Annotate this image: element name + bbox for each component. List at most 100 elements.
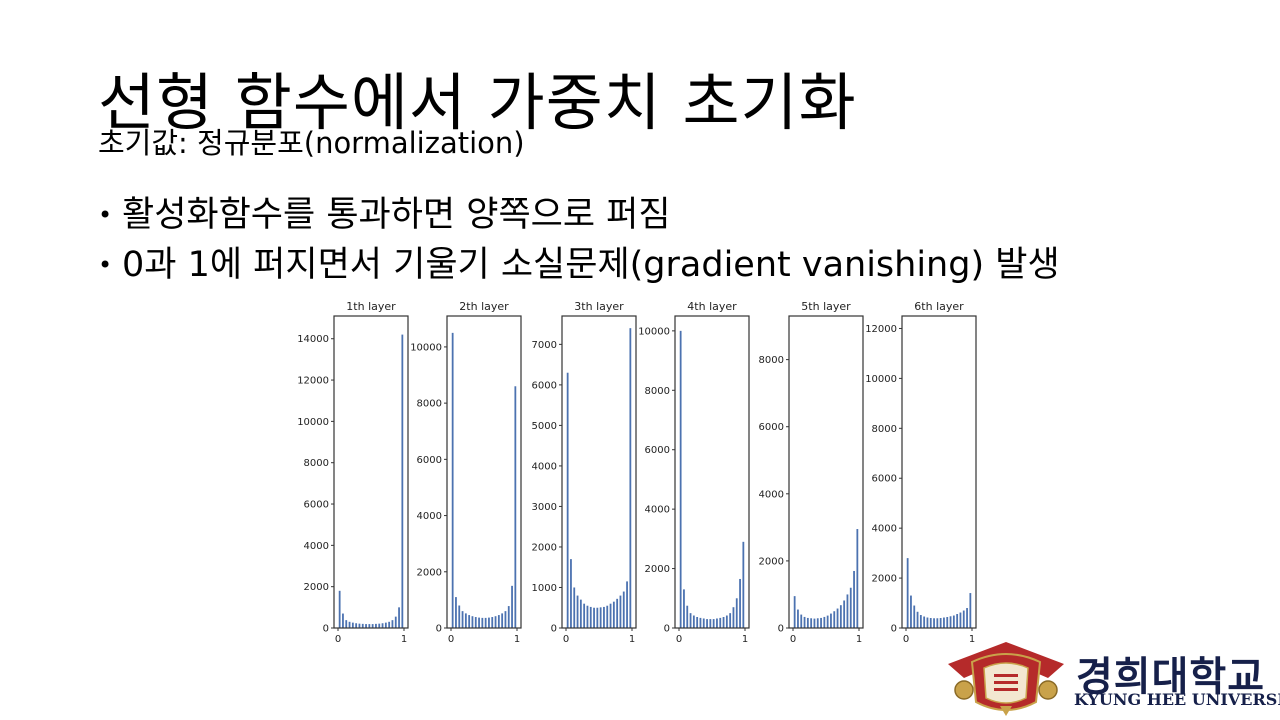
histogram-bar xyxy=(514,386,517,628)
histogram-bar xyxy=(626,581,628,628)
y-tick-label: 0 xyxy=(664,624,670,635)
histogram-bar xyxy=(699,617,702,628)
y-tick-label: 8000 xyxy=(872,424,897,435)
y-tick-label: 10000 xyxy=(297,417,329,428)
histogram-bar xyxy=(468,615,471,628)
histogram-bar xyxy=(716,618,718,628)
histogram-bar xyxy=(365,624,367,628)
histogram-1: 1th layer 0 2000 4000 6000 8000 10000 12000 1400… xyxy=(297,300,409,645)
y-tick-label: 0 xyxy=(891,624,897,635)
x-tick-label: 1 xyxy=(401,634,407,645)
histogram-title: 2th layer xyxy=(459,300,509,313)
histogram-bar xyxy=(596,607,599,628)
histogram-bar xyxy=(943,617,945,628)
histogram-bar xyxy=(511,585,513,628)
histogram-bar xyxy=(846,594,849,628)
x-tick-label: 1 xyxy=(856,634,862,645)
histogram-bar xyxy=(946,617,949,628)
y-tick-label: 10000 xyxy=(865,374,897,385)
histogram-title: 6th layer xyxy=(914,300,964,313)
histogram-bar xyxy=(929,618,932,628)
y-tick-label: 2000 xyxy=(532,542,557,553)
histogram-bar xyxy=(853,570,855,628)
histogram-bar xyxy=(696,617,699,628)
histogram-bar xyxy=(371,624,374,628)
histogram-bar xyxy=(609,603,612,628)
y-tick-label: 4000 xyxy=(417,511,442,522)
histogram-bar xyxy=(702,618,705,628)
histogram-bar xyxy=(966,608,968,628)
slide-title: 선형 함수에서 가중치 초기화 xyxy=(98,66,857,139)
histogram-bar xyxy=(839,605,842,628)
x-tick-label: 0 xyxy=(563,634,569,645)
histogram-bar xyxy=(471,616,474,628)
y-tick-label: 2000 xyxy=(417,567,442,578)
y-tick-label: 8000 xyxy=(759,355,784,366)
histogram-bar xyxy=(583,603,586,628)
histogram-bar xyxy=(849,587,852,628)
histogram-bar xyxy=(830,613,832,628)
histogram-bar xyxy=(706,619,708,628)
histogram-bar xyxy=(478,617,480,628)
histogram-bar xyxy=(622,591,625,628)
histogram-bar xyxy=(388,621,391,628)
histogram-bar xyxy=(579,599,582,628)
histogram-bar xyxy=(494,616,497,628)
histogram-bar xyxy=(488,617,490,628)
histogram-frame xyxy=(446,315,522,629)
histogram-bar xyxy=(398,607,400,628)
y-tick-label: 2000 xyxy=(304,582,329,593)
histogram-bar xyxy=(906,558,909,628)
bullet-dot-icon: • xyxy=(98,251,113,279)
histogram-bar xyxy=(629,328,632,628)
histogram-bar xyxy=(461,611,464,628)
y-tick-label: 6000 xyxy=(872,474,897,485)
y-tick-label: 14000 xyxy=(297,334,329,345)
x-tick-label: 0 xyxy=(676,634,682,645)
histogram-title: 5th layer xyxy=(801,300,851,313)
histogram-bar xyxy=(712,619,715,628)
histogram-title: 1th layer xyxy=(346,300,396,313)
histogram-bar xyxy=(793,596,796,628)
histogram-bar xyxy=(616,598,619,628)
logo-korean-name: 경희대학교 xyxy=(1076,654,1265,700)
y-tick-label: 2000 xyxy=(645,564,670,575)
y-tick-label: 6000 xyxy=(759,422,784,433)
histogram-3: 3th layer 0 1000 2000 3000 4000 5000 6000 7000 0 1 xyxy=(532,300,637,645)
histogram-bar xyxy=(338,590,341,628)
histogram-charts: 1th layer0200040006000800010000120001400… xyxy=(297,300,977,645)
histogram-bar xyxy=(599,607,602,628)
y-tick-label: 10000 xyxy=(410,342,442,353)
histogram-bar xyxy=(368,624,371,628)
histogram-bar xyxy=(619,595,622,628)
y-tick-label: 6000 xyxy=(532,380,557,391)
histogram-bar xyxy=(358,623,361,628)
histogram-bar xyxy=(949,616,952,628)
histogram-bar xyxy=(351,622,354,628)
histogram-bar xyxy=(507,606,510,628)
histogram-bar xyxy=(603,606,605,628)
histogram-frame xyxy=(561,315,637,629)
histogram-bar xyxy=(856,529,859,628)
histogram-bar xyxy=(962,610,965,628)
histogram-bar xyxy=(926,617,929,628)
histogram-bar xyxy=(719,617,722,628)
histogram-bar xyxy=(593,607,595,628)
histogram-bar xyxy=(826,615,829,628)
histogram-bar xyxy=(348,621,351,628)
histogram-bar xyxy=(570,559,572,628)
histogram-bar xyxy=(813,618,816,628)
y-tick-label: 4000 xyxy=(645,505,670,516)
x-tick-label: 1 xyxy=(629,634,635,645)
histogram-frame xyxy=(333,315,409,629)
histogram-bar xyxy=(913,605,916,628)
x-tick-label: 1 xyxy=(969,634,975,645)
histogram-bar xyxy=(732,607,735,628)
histogram-bar xyxy=(725,615,728,628)
x-tick-label: 0 xyxy=(335,634,341,645)
bullet-item: • 0과 1에 퍼지면서 기울기 소실문제(gradient vanishing… xyxy=(98,240,1060,290)
university-logo: 경희대학교 KYUNG HEE UNIVERSITY xyxy=(944,640,1280,718)
histogram-bar xyxy=(679,330,682,628)
histogram-bar xyxy=(573,587,576,628)
x-tick-label: 1 xyxy=(514,634,520,645)
